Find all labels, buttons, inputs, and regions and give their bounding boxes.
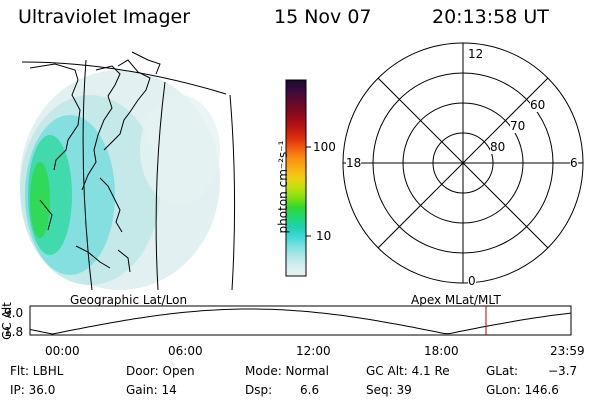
filter-value: Flt: LBHL	[10, 364, 64, 378]
altitude-plot-frame	[29, 305, 572, 336]
lat-label-60: 60	[530, 98, 546, 112]
ip-value: IP: 36.0	[10, 383, 56, 397]
uv-emission-map	[20, 70, 220, 290]
altitude-xtick-1200: 12:00	[296, 344, 331, 358]
altitude-curve	[29, 308, 572, 335]
gc-altitude-value: GC Alt: 4.1 Re	[366, 364, 450, 378]
lat-lon-grid	[21, 59, 236, 291]
colorbar-scale	[285, 79, 307, 277]
altitude-xtick-1800: 18:00	[424, 344, 459, 358]
mlt-label-0: 0	[468, 274, 476, 288]
dsp-label: Dsp:	[245, 383, 273, 397]
polar-diagonal-2	[377, 77, 549, 249]
door-status: Door: Open	[126, 364, 195, 378]
lat-label-80: 80	[490, 140, 506, 154]
instrument-title: Ultraviolet Imager	[18, 6, 191, 28]
map-frame-label: Geographic Lat/Lon	[70, 293, 188, 307]
date-label: 15 Nov 07	[274, 6, 372, 28]
gain-value: Gain: 14	[126, 383, 177, 397]
dsp-value: 6.6	[300, 383, 320, 397]
mode-value: Mode: Normal	[245, 364, 329, 378]
altitude-xtick-2359: 23:59	[550, 344, 585, 358]
sequence-value: Seq: 39	[366, 383, 412, 397]
time-label: 20:13:58 UT	[432, 6, 549, 28]
glon-value: GLon: 146.6	[486, 383, 559, 397]
glat-label: GLat:	[486, 364, 519, 378]
glat-value: −3.7	[548, 364, 578, 378]
mlt-label-18: 18	[346, 156, 362, 170]
polar-frame-label: Apex MLat/MLT	[411, 293, 501, 307]
mlt-label-6: 6	[570, 156, 578, 170]
altitude-xtick-0600: 06:00	[168, 344, 203, 358]
altitude-ytick-min: 1.8	[4, 325, 24, 339]
coastlines	[29, 51, 161, 273]
altitude-ytick-max: 9.0	[4, 306, 24, 320]
mlt-label-12: 12	[468, 47, 484, 61]
colorbar-label-100: 100	[313, 140, 336, 154]
colorbar-label-10: 10	[316, 229, 332, 243]
altitude-xtick-0000: 00:00	[45, 344, 80, 358]
lat-label-70: 70	[510, 119, 526, 133]
